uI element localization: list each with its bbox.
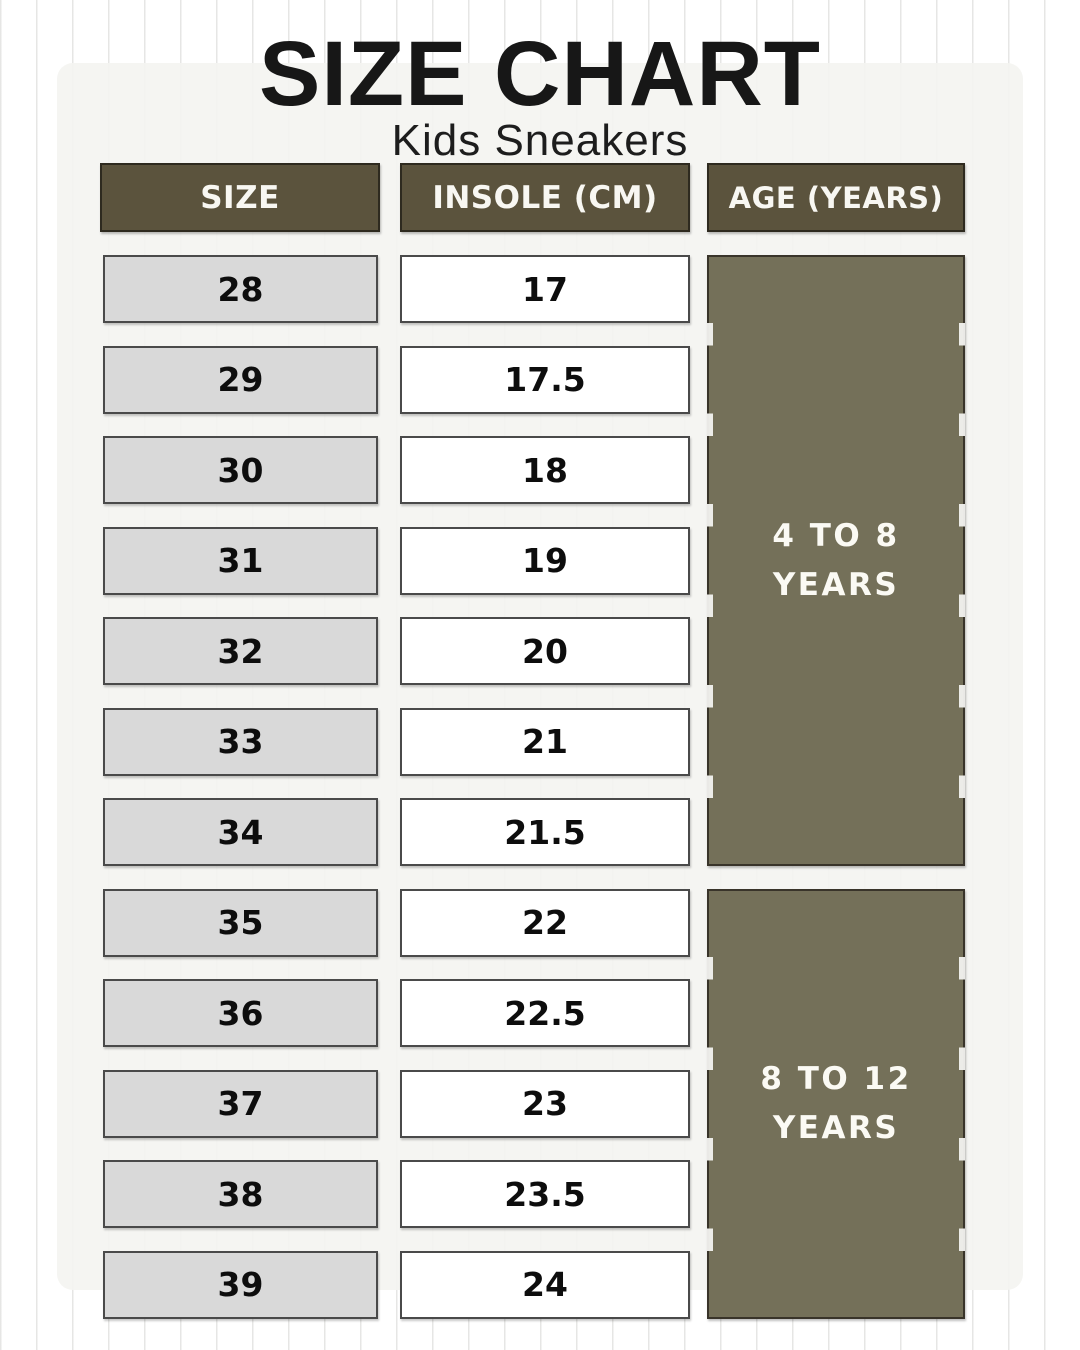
insole-cell: 22.5	[400, 979, 690, 1047]
table-row: 29 17.5	[103, 345, 690, 414]
insole-cell: 20	[400, 617, 690, 685]
insole-cell: 18	[400, 436, 690, 504]
size-cell: 33	[103, 707, 378, 776]
age-column: 4 TO 8 YEARS 8 TO 12 YEARS	[707, 255, 965, 1319]
table-row: 28 17	[103, 255, 690, 323]
insole-cell: 19	[400, 526, 690, 595]
size-cell: 31	[103, 526, 378, 595]
insole-cell: 22	[400, 888, 690, 957]
size-cell: 36	[103, 979, 378, 1047]
table-row: 39 24	[103, 1250, 690, 1319]
size-cell: 39	[103, 1250, 378, 1319]
table-row: 36 22.5	[103, 979, 690, 1047]
table-row: 31 19	[103, 526, 690, 595]
insole-cell: 21	[400, 707, 690, 776]
page-title: SIZE CHART	[259, 23, 821, 125]
table-row: 32 20	[103, 617, 690, 685]
age-label-line: 4 TO 8	[772, 518, 900, 555]
table-row: 37 23	[103, 1069, 690, 1138]
size-cell: 28	[103, 255, 378, 323]
size-cell: 35	[103, 888, 378, 957]
insole-cell: 24	[400, 1250, 690, 1319]
age-group-cell: 8 TO 12 YEARS	[707, 888, 965, 1319]
table-row: 38 23.5	[103, 1160, 690, 1228]
column-header-insole: INSOLE (CM)	[400, 163, 690, 232]
size-cell: 38	[103, 1160, 378, 1228]
insole-cell: 23.5	[400, 1160, 690, 1228]
table-row: 30 18	[103, 436, 690, 504]
size-cell: 34	[103, 798, 378, 866]
table-body: 28 17 29 17.5 30 18 31 19 32 20 33 21 34 21.5 35 22 36 22…	[103, 255, 690, 1319]
insole-cell: 21.5	[400, 798, 690, 866]
page-subtitle: Kids Sneakers	[391, 116, 689, 165]
age-label-line: YEARS	[772, 566, 900, 603]
age-group-cell: 4 TO 8 YEARS	[707, 255, 965, 866]
insole-cell: 17	[400, 255, 690, 323]
size-cell: 32	[103, 617, 378, 685]
size-cell: 30	[103, 436, 378, 504]
age-label-line: 8 TO 12	[760, 1061, 912, 1098]
table-row: 35 22	[103, 888, 690, 957]
column-header-age: AGE (YEARS)	[707, 163, 965, 232]
insole-cell: 17.5	[400, 345, 690, 414]
table-row: 34 21.5	[103, 798, 690, 866]
column-header-size: SIZE	[100, 163, 380, 232]
table-row: 33 21	[103, 707, 690, 776]
insole-cell: 23	[400, 1069, 690, 1138]
size-cell: 37	[103, 1069, 378, 1138]
size-cell: 29	[103, 345, 378, 414]
age-label-line: YEARS	[772, 1109, 900, 1146]
